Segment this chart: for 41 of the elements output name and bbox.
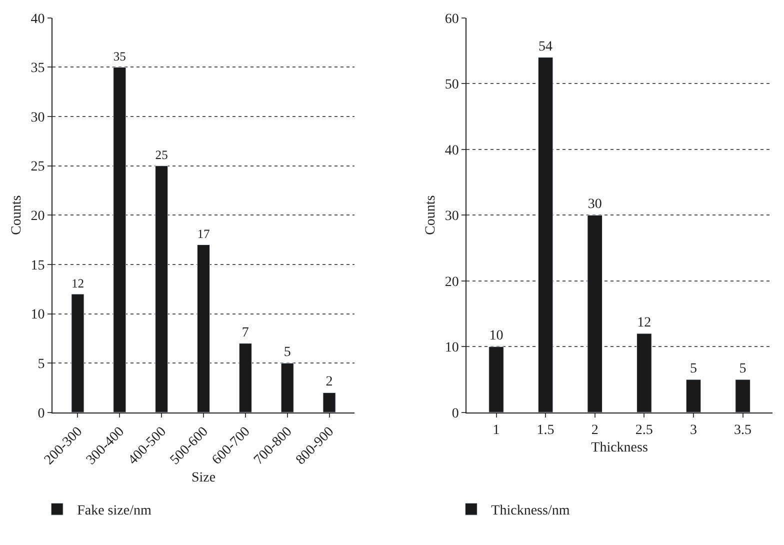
y-axis-title: Counts <box>9 195 24 235</box>
x-tick-label: 2 <box>591 423 598 438</box>
data-label: 5 <box>739 362 746 377</box>
x-axis-title: Thickness <box>591 440 648 456</box>
data-label: 2 <box>326 374 333 390</box>
y-tick-label: 35 <box>30 61 45 76</box>
data-label: 5 <box>284 345 291 360</box>
y-tick-label: 50 <box>444 78 459 93</box>
y-tick-label: 0 <box>452 406 459 422</box>
y-tick-label: 15 <box>30 258 45 274</box>
x-tick-label: 2.5 <box>635 423 653 438</box>
data-label: 7 <box>242 325 249 340</box>
y-tick-label: 5 <box>38 356 45 372</box>
y-tick-label: 30 <box>30 110 45 126</box>
y-tick-label: 40 <box>444 143 459 158</box>
x-tick-label: 1 <box>492 423 500 438</box>
data-label: 54 <box>538 39 553 54</box>
x-tick-label: 1.5 <box>536 423 554 438</box>
y-tick-label: 20 <box>30 209 45 224</box>
data-label: 17 <box>197 227 210 242</box>
y-tick-label: 60 <box>444 12 459 27</box>
y-axis-title: Counts <box>423 195 438 235</box>
data-label: 12 <box>71 276 84 290</box>
y-tick-label: 0 <box>38 406 45 422</box>
y-tick-label: 10 <box>30 308 45 323</box>
y-tick-label: 20 <box>444 274 459 290</box>
data-label: 35 <box>113 50 126 64</box>
x-axis-title: Size <box>191 470 216 486</box>
x-tick-label: 3 <box>690 423 697 438</box>
data-label: 10 <box>489 328 504 344</box>
data-label: 12 <box>637 315 652 330</box>
legend-label: Thickness/nm <box>491 504 570 519</box>
legend-label: Fake size/nm <box>77 504 152 519</box>
data-label: 25 <box>155 148 168 162</box>
data-label: 30 <box>588 197 602 212</box>
y-tick-label: 30 <box>444 209 459 224</box>
data-label: 5 <box>690 362 697 377</box>
y-tick-label: 40 <box>30 12 45 27</box>
x-tick-label: 3.5 <box>734 423 752 438</box>
y-tick-label: 25 <box>30 160 45 175</box>
y-tick-label: 10 <box>444 340 459 356</box>
